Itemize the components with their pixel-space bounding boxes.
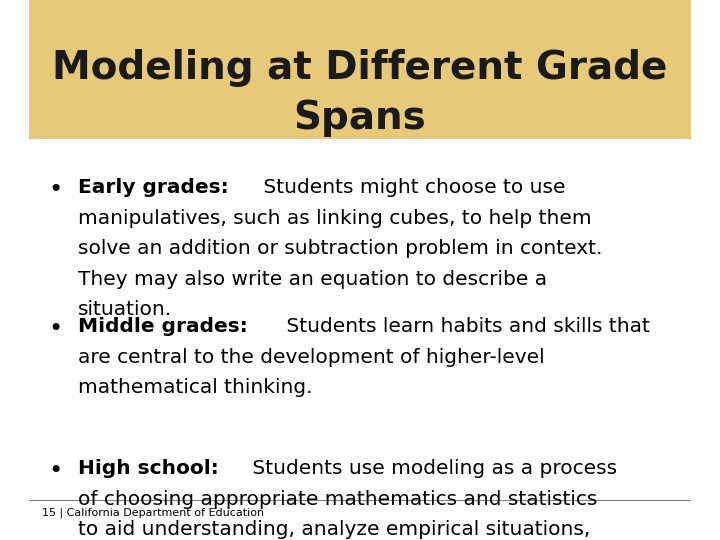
Text: •: • — [48, 178, 63, 202]
Text: Students learn habits and skills that: Students learn habits and skills that — [280, 318, 650, 336]
Text: manipulatives, such as linking cubes, to help them: manipulatives, such as linking cubes, to… — [78, 209, 592, 228]
Text: Early grades:: Early grades: — [78, 178, 229, 198]
Text: mathematical thinking.: mathematical thinking. — [78, 379, 313, 397]
Text: solve an addition or subtraction problem in context.: solve an addition or subtraction problem… — [78, 239, 603, 258]
Text: Spans: Spans — [294, 99, 426, 137]
Text: They may also write an equation to describe a: They may also write an equation to descr… — [78, 269, 547, 289]
Text: Modeling at Different Grade: Modeling at Different Grade — [53, 49, 667, 87]
Text: are central to the development of higher-level: are central to the development of higher… — [78, 348, 545, 367]
Text: Students use modeling as a process: Students use modeling as a process — [246, 459, 616, 478]
Text: Middle grades:: Middle grades: — [78, 318, 248, 336]
Text: of choosing appropriate mathematics and statistics: of choosing appropriate mathematics and … — [78, 490, 598, 509]
Text: •: • — [48, 318, 63, 341]
Text: 15 | California Department of Education: 15 | California Department of Education — [42, 508, 264, 518]
FancyBboxPatch shape — [29, 0, 691, 139]
Text: to aid understanding, analyze empirical situations,: to aid understanding, analyze empirical … — [78, 520, 590, 539]
Text: situation.: situation. — [78, 300, 173, 319]
Text: High school:: High school: — [78, 459, 219, 478]
Text: •: • — [48, 459, 63, 483]
Text: Students might choose to use: Students might choose to use — [257, 178, 566, 198]
